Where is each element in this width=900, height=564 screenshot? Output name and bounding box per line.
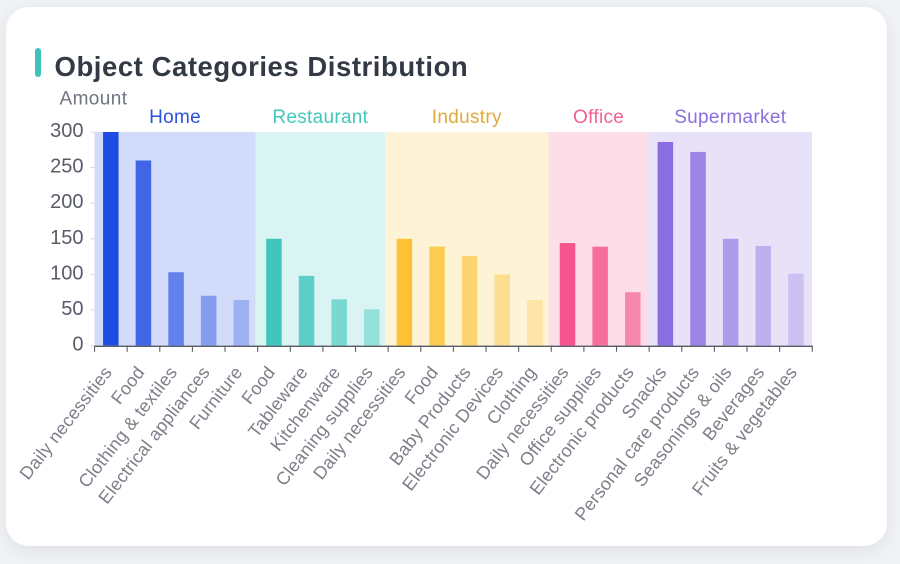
svg-text:Amount: Amount (60, 89, 128, 110)
svg-text:300: 300 (50, 120, 83, 142)
svg-text:150: 150 (50, 227, 83, 249)
svg-text:Supermarket: Supermarket (674, 107, 786, 128)
svg-text:250: 250 (50, 156, 83, 178)
svg-text:100: 100 (50, 262, 83, 284)
svg-text:Restaurant: Restaurant (272, 107, 368, 128)
svg-text:50: 50 (61, 298, 83, 320)
svg-text:Home: Home (149, 107, 201, 128)
svg-text:Office: Office (573, 107, 624, 128)
svg-text:0: 0 (72, 334, 83, 356)
svg-text:Industry: Industry (432, 107, 502, 128)
svg-text:200: 200 (50, 191, 83, 213)
